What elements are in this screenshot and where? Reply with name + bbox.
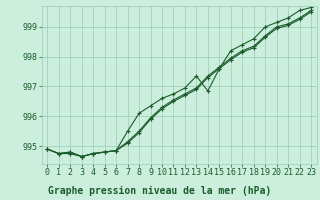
Text: Graphe pression niveau de la mer (hPa): Graphe pression niveau de la mer (hPa)	[48, 186, 272, 196]
